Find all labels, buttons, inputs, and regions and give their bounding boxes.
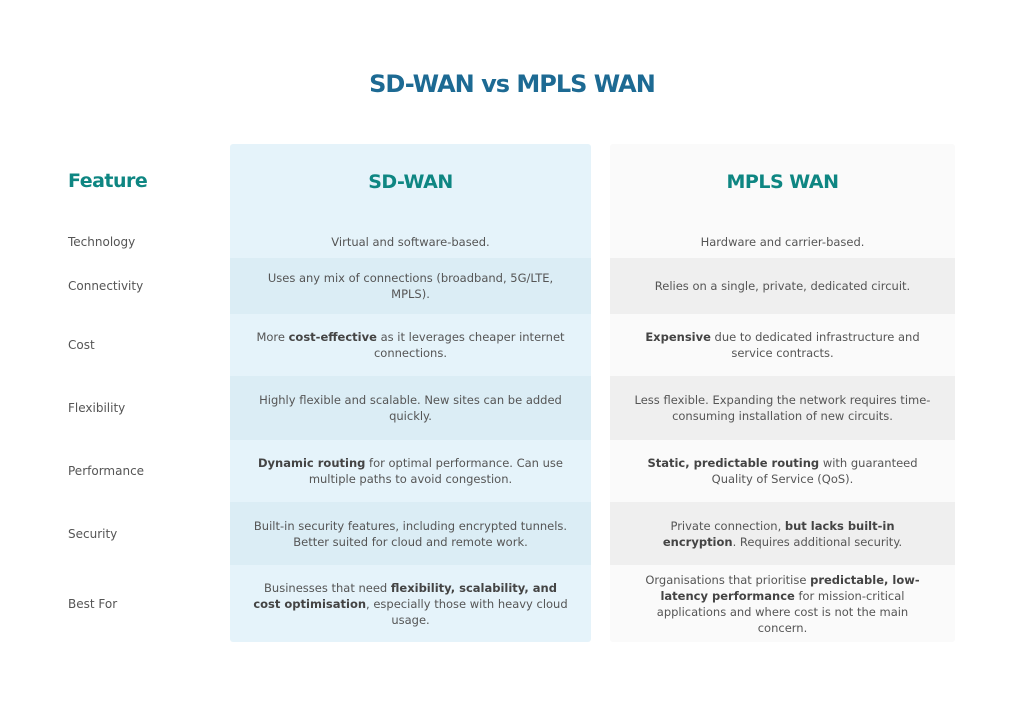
cell-text: Organisations that prioritise [645,572,811,587]
feature-label: Connectivity [68,279,144,293]
mpls-cell: Relies on a single, private, dedicated c… [610,258,955,314]
feature-label: Security [68,526,118,541]
mpls-column-header: MPLS WAN [726,171,839,193]
mpls-cell: Expensive due to dedicated infrastructur… [610,314,955,376]
bold-text: Dynamic routing [258,456,366,470]
feature-label: Technology [68,235,136,249]
sdwan-cell: Highly flexible and scalable. New sites … [230,376,591,440]
mpls-cell: Less flexible. Expanding the network req… [610,376,955,440]
feature-column-header: Feature [68,170,148,192]
cell-text: More [256,330,289,344]
feature-label: Best For [68,596,118,611]
bold-text: flexibility, scalability, and cost optim… [253,580,557,611]
cell-text: due to dedicated infrastructure and serv… [710,330,920,360]
bold-text: Expensive [645,330,711,344]
cell-text: Virtual and software-based. [331,235,490,249]
cell-text: Private connection, [670,518,785,533]
cell-text: as it leverages cheaper internet connect… [373,330,565,360]
sdwan-cell: Virtual and software-based. [230,214,591,258]
sdwan-cell: More cost-effective as it leverages chea… [230,314,591,376]
sdwan-column: SD-WAN Virtual and software-based. Uses a… [230,144,591,642]
cell-text: Relies on a single, private, dedicated c… [654,279,911,293]
mpls-column: MPLS WAN Hardware and carrier-based. Reli… [610,144,955,642]
cell-text: Businesses that need [264,580,391,595]
sdwan-column-header: SD-WAN [368,171,453,193]
feature-label: Performance [68,464,145,478]
mpls-cell: Organisations that prioritise predictabl… [610,565,955,642]
mpls-cell: Private connection, but lacks built-in e… [610,502,955,565]
feature-label: Cost [68,338,95,352]
feature-label: Flexibility [68,401,126,415]
sdwan-cell: Uses any mix of connections (broadband, … [230,258,591,314]
bold-text: predictable, low-latency performance [660,572,920,603]
cell-text: , especially those with heavy cloud usag… [366,596,568,627]
cell-text: for mission-critical applications and wh… [656,588,909,635]
sdwan-cell: Built-in security features, including en… [230,502,591,565]
sdwan-cell: Dynamic routing for optimal performance.… [230,440,591,502]
mpls-cell: Static, predictable routing with guarant… [610,440,955,502]
mpls-cell: Hardware and carrier-based. [610,214,955,258]
sdwan-cell: Businesses that need flexibility, scalab… [230,565,591,642]
cell-text: Highly flexible and scalable. New sites … [259,393,562,423]
bold-text: but lacks built-in encryption [662,518,895,549]
cell-text: Less flexible. Expanding the network req… [634,393,931,423]
page-title: SD-WAN vs MPLS WAN [369,70,656,98]
cell-text: Hardware and carrier-based. [700,235,865,249]
cell-text: with guaranteed Quality of Service (QoS)… [711,456,918,486]
bold-text: Static, predictable routing [647,456,820,470]
cell-text: Built-in security features, including en… [253,518,568,549]
cell-text: for optimal performance. Can use multipl… [308,456,563,486]
bold-text: cost-effective [288,330,377,344]
cell-text: Uses any mix of connections (broadband, … [267,271,554,301]
cell-text: . Requires additional security. [732,534,903,549]
